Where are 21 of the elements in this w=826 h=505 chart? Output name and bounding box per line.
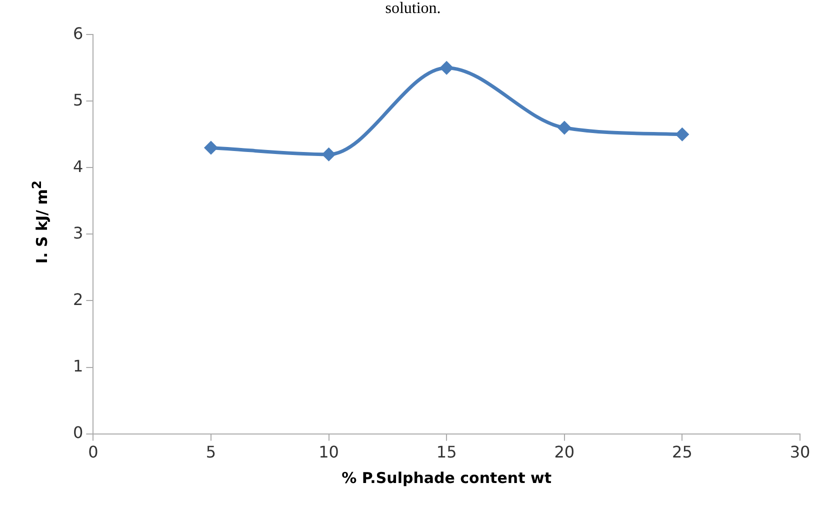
y-tick-label: 1 <box>72 356 84 376</box>
x-tick-label: 30 <box>790 442 810 462</box>
x-axis-title: % P.Sulphade content wt <box>342 468 552 487</box>
y-tick-label: 4 <box>72 156 84 176</box>
x-tick-label: 20 <box>554 442 575 462</box>
x-tick-label: 25 <box>672 442 692 462</box>
point <box>204 140 218 155</box>
point <box>440 60 454 75</box>
x-tick-label: 10 <box>318 442 339 462</box>
y-tick-label: 6 <box>72 24 84 43</box>
y-tick-label: 3 <box>72 223 84 242</box>
x-tick-label: 5 <box>206 442 216 462</box>
y-tick-label: 2 <box>72 290 84 309</box>
x-tick-label: 15 <box>436 442 457 462</box>
y-tick-label: 0 <box>72 422 84 442</box>
point <box>322 147 336 162</box>
x-tick-label: 0 <box>88 442 98 462</box>
point <box>557 120 572 135</box>
text: solution. <box>384 0 442 18</box>
point <box>675 127 690 142</box>
y-tick-label: 5 <box>72 90 84 110</box>
